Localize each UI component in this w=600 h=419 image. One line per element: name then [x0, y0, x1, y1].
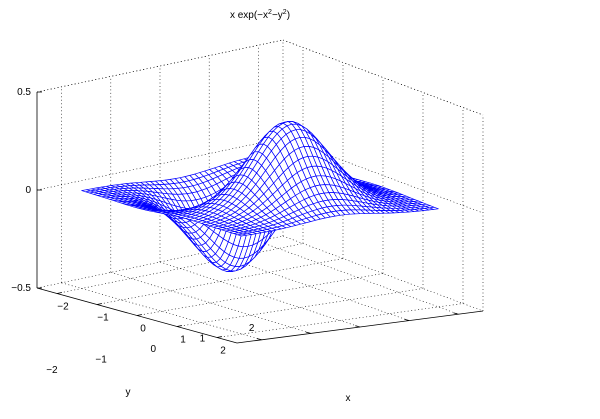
y-tick: [404, 318, 410, 321]
x-tick: [136, 314, 142, 316]
tick-labels: −0.5 0 0.5 −2 −1 0 1 2 −2 −1 0 1 2: [11, 87, 459, 376]
x-tick: [96, 303, 102, 305]
y-axis-label: y: [126, 387, 131, 398]
y-tick: [453, 312, 459, 315]
z-tick-label: 0: [25, 185, 31, 196]
y-tick-label: −1: [95, 354, 107, 365]
z-tick-label: 0.5: [17, 87, 31, 98]
x-axis-label: x: [346, 393, 351, 404]
y-tick-label: 1: [200, 334, 206, 345]
grid-line: [258, 240, 459, 315]
x-tick-label: −1: [97, 313, 109, 324]
x-tick-label: 1: [180, 335, 186, 346]
y-tick: [355, 325, 361, 328]
x-tick-label: −2: [57, 302, 69, 313]
y-tick-label: 0: [150, 344, 156, 355]
y-tick-label: −2: [46, 365, 58, 376]
y-tick-label: 2: [249, 323, 255, 334]
chart-title: x exp(−x2−y2): [230, 9, 290, 21]
x-tick-label: 2: [220, 346, 226, 357]
grid-line: [282, 39, 484, 116]
z-tick-label: −0.5: [11, 283, 31, 294]
grid-line: [176, 288, 424, 327]
grid-line: [159, 261, 361, 328]
grid-line: [61, 282, 262, 341]
x-tick-label: 0: [140, 324, 146, 335]
grid-line: [216, 303, 464, 338]
y-tick: [256, 338, 262, 341]
y-tick: [305, 331, 311, 334]
mesh-surface: [81, 121, 439, 272]
x-tick: [56, 292, 62, 294]
x-tick: [176, 325, 182, 327]
grid-line: [282, 235, 484, 312]
mesh-cell: [237, 233, 247, 237]
x-tick: [216, 336, 222, 338]
